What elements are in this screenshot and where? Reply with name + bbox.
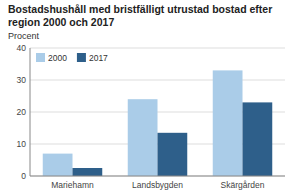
bars <box>43 70 273 176</box>
bar <box>243 102 273 176</box>
y-axis-label: Procent <box>8 31 40 41</box>
legend-swatch <box>77 53 86 62</box>
y-axis-line <box>30 48 31 176</box>
y-grid <box>30 48 285 176</box>
title-line: Bostadshushåll med bristfälligt utrustad… <box>8 3 272 15</box>
chart-svg: Bostadshushåll med bristfälligt utrustad… <box>0 0 293 194</box>
legend: 2000 2017 <box>33 51 111 64</box>
chart-container: Bostadshushåll med bristfälligt utrustad… <box>0 0 293 194</box>
grid-line <box>30 80 285 81</box>
bar <box>43 154 73 176</box>
legend-background <box>33 51 111 64</box>
y-tick-label: 0 <box>21 171 26 181</box>
x-axis-line <box>30 176 285 177</box>
y-tick-label: 20 <box>17 107 27 117</box>
x-tick-label: Mariehamn <box>51 180 94 190</box>
bar <box>213 70 243 176</box>
bar <box>158 133 188 176</box>
y-tick-label: 10 <box>17 139 27 149</box>
title: Bostadshushåll med bristfälligt utrustad… <box>8 3 272 28</box>
bar <box>73 168 103 176</box>
title-line: region 2000 och 2017 <box>8 16 114 28</box>
x-tick-label: Skärgården <box>221 180 265 190</box>
grid-line <box>30 176 285 177</box>
bar <box>128 99 158 176</box>
grid-line <box>30 48 285 49</box>
legend-swatch <box>36 53 45 62</box>
legend-label: 2017 <box>89 53 108 63</box>
y-tick-label: 40 <box>17 43 27 53</box>
y-tick-label: 30 <box>17 75 27 85</box>
legend-label: 2000 <box>48 53 67 63</box>
x-tick-label: Landsbygden <box>132 180 183 190</box>
